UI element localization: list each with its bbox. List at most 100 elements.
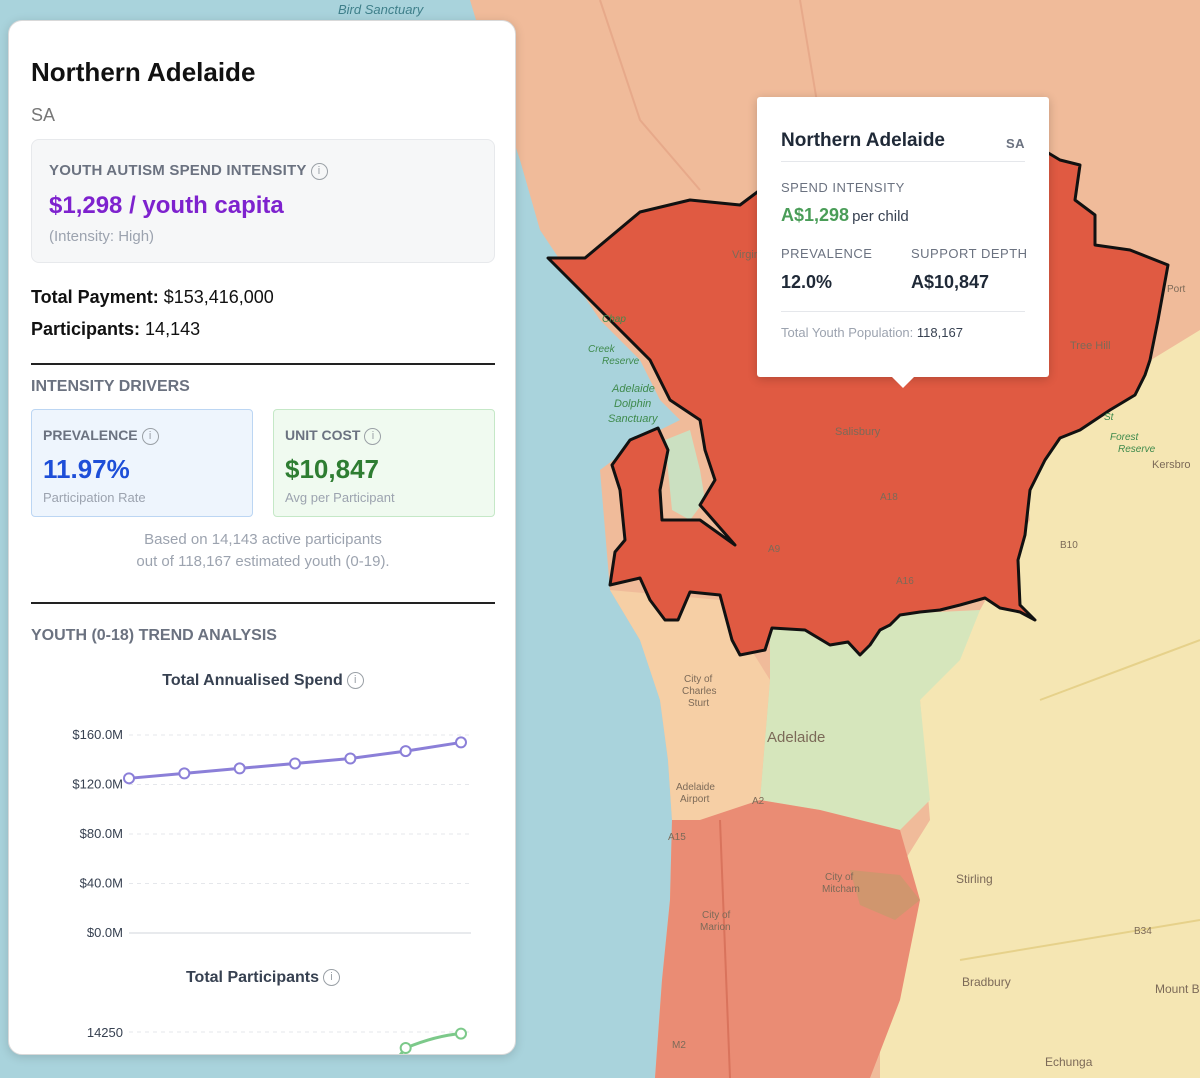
intensity-drivers-heading: INTENSITY DRIVERS — [31, 378, 190, 395]
intensity-level-text: (Intensity: High) — [49, 228, 155, 245]
map-label-marion-1: City of — [702, 910, 731, 921]
spend-intensity-value: $1,298 / youth capita — [49, 192, 284, 219]
tooltip-spend-label: SPEND INTENSITY — [781, 180, 905, 195]
map-label-creek: Creek — [588, 344, 616, 355]
map-label-mitcham-1: City of — [825, 872, 854, 883]
tooltip-state: SA — [1005, 136, 1025, 151]
participants: Participants: 14,143 — [31, 319, 200, 340]
map-label-chapman: Chap — [602, 314, 626, 325]
info-icon[interactable]: i — [364, 427, 382, 445]
info-icon[interactable]: i — [310, 162, 328, 180]
total-payment-label: Total Payment: — [31, 287, 159, 307]
data-point[interactable] — [123, 772, 135, 785]
tooltip-spend: A$1,298 per child — [781, 205, 909, 226]
map-road-5 — [959, 919, 1200, 961]
map-label-adelaide-dolphin: Adelaide — [611, 383, 655, 395]
tooltip-population: Total Youth Population: 118,167 — [781, 325, 963, 340]
map-label-a2: A2 — [752, 796, 765, 807]
data-point[interactable] — [178, 767, 191, 780]
map-label-b34: B34 — [1134, 926, 1152, 937]
series-line — [398, 1032, 462, 1054]
map-label-sanctuary: Sanctuary — [608, 413, 659, 425]
map-label-reserve-chapman: Reserve — [602, 356, 640, 367]
map-label-a9: A9 — [768, 544, 781, 555]
map-label-b10: B10 — [1060, 540, 1078, 551]
y-tick-label: $120.0M — [72, 777, 123, 792]
prevalence-value: 11.97% — [43, 454, 130, 484]
map-region-patch — [850, 870, 920, 920]
map-label-bradbury: Bradbury — [962, 975, 1011, 989]
y-tick-label: 14250 — [87, 1025, 123, 1040]
data-point[interactable] — [455, 1027, 467, 1040]
map-label-st: St — [1104, 412, 1115, 423]
info-icon[interactable]: i — [141, 427, 159, 445]
participants-chart-title: Total Participants i — [31, 969, 495, 987]
trend-analysis-heading: YOUTH (0-18) TREND ANALYSIS — [31, 627, 277, 644]
spend-intensity-label: YOUTH AUTISM SPEND INTENSITY i — [49, 162, 328, 180]
spend-line-chart[interactable]: $0.0M$40.0M$80.0M$120.0M$160.0MMar 24Jun… — [31, 697, 495, 937]
prevalence-label: PREVALENCE i — [43, 427, 159, 445]
tooltip-divider — [781, 161, 1025, 162]
map-label-echunga: Echunga — [1045, 1055, 1093, 1069]
divider — [31, 602, 495, 604]
map-label-adelaide: Adelaide — [767, 729, 825, 746]
map-label-charles-2: Charles — [682, 686, 716, 697]
region-title: Northern Adelaide — [31, 57, 256, 87]
map-label-stirling: Stirling — [956, 872, 993, 886]
y-tick-label: $0.0M — [87, 925, 123, 937]
map-label-marion-2: Marion — [700, 922, 731, 933]
map-region-south — [655, 800, 920, 1078]
prevalence-card: PREVALENCE i 11.97% Participation Rate — [31, 409, 253, 517]
divider — [31, 363, 495, 365]
map-label-charles-3: Sturt — [688, 698, 709, 709]
map-region-west — [610, 590, 770, 820]
info-icon[interactable]: i — [346, 672, 364, 690]
info-icon[interactable]: i — [323, 969, 341, 987]
tooltip-population-label: Total Youth Population: — [781, 325, 914, 340]
map-road-3 — [719, 819, 731, 1078]
y-tick-label: $40.0M — [80, 876, 123, 891]
tooltip-divider — [781, 311, 1025, 312]
map-region-adelaide — [760, 610, 980, 830]
data-point[interactable] — [399, 1042, 412, 1054]
data-point[interactable] — [399, 745, 412, 758]
data-point[interactable] — [233, 762, 246, 775]
map-peninsula — [665, 430, 705, 520]
based-on-line-2: out of 118,167 estimated youth (0-19). — [136, 553, 390, 570]
participants-label: Participants: — [31, 319, 141, 339]
map-label-charles-1: City of — [684, 674, 713, 685]
unit-cost-label-text: UNIT COST — [285, 427, 361, 443]
map-label-m2: M2 — [672, 1040, 686, 1051]
map-label-dolphin: Dolphin — [614, 398, 651, 410]
based-on-line-1: Based on 14,143 active participants — [144, 531, 382, 548]
data-point[interactable] — [455, 736, 467, 749]
unit-cost-label: UNIT COST i — [285, 427, 382, 445]
y-tick-label: $80.0M — [80, 826, 123, 841]
map-label-airport-2: Airport — [680, 794, 710, 805]
prevalence-sub: Participation Rate — [43, 490, 146, 505]
data-point[interactable] — [344, 752, 357, 765]
map-label-airport-1: Adelaide — [676, 782, 715, 793]
tooltip-prevalence-label: PREVALENCE — [781, 246, 873, 261]
data-point[interactable] — [289, 757, 301, 770]
map-label-tree-hill: Tree Hill — [1070, 340, 1111, 352]
map-label-reserve: Reserve — [1118, 444, 1156, 455]
map-label-port: Port — [1167, 284, 1186, 295]
tooltip-title: Northern Adelaide — [781, 130, 945, 151]
tooltip-spend-unit: per child — [852, 208, 909, 225]
region-tooltip: Northern Adelaide SA SPEND INTENSITY A$1… — [757, 97, 1049, 388]
tooltip-depth-label: SUPPORT DEPTH — [911, 246, 1028, 261]
spend-chart-title-text: Total Annualised Spend — [162, 672, 343, 689]
total-payment-value: $153,416,000 — [163, 287, 274, 307]
tooltip-prevalence-value: 12.0% — [781, 272, 833, 292]
unit-cost-card: UNIT COST i $10,847 Avg per Participant — [273, 409, 495, 517]
map-label-a16: A16 — [896, 576, 914, 587]
map-label-mount: Mount B — [1155, 982, 1200, 996]
unit-cost-value: $10,847 — [285, 454, 379, 484]
region-details-panel[interactable]: Northern Adelaide SA YOUTH AUTISM SPEND … — [8, 20, 516, 1055]
spend-intensity-card: YOUTH AUTISM SPEND INTENSITY i $1,298 / y… — [31, 139, 495, 263]
tooltip-spend-value: A$1,298 — [781, 205, 850, 225]
participants-line-chart[interactable]: 14250 — [31, 995, 495, 1055]
prevalence-label-text: PREVALENCE — [43, 427, 138, 443]
map-road-4 — [1039, 639, 1200, 701]
